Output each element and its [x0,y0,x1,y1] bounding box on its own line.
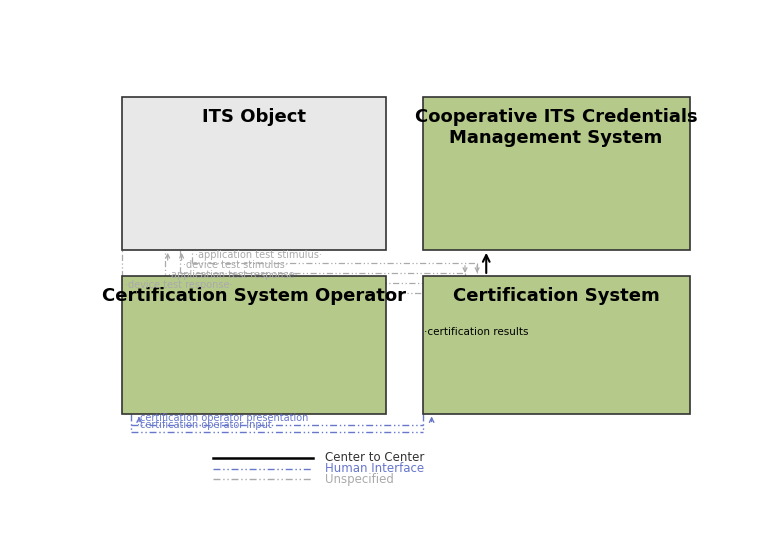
Text: Certification System: Certification System [453,287,659,305]
Text: Center to Center: Center to Center [326,452,425,465]
Text: ·application test stimulus·: ·application test stimulus· [195,250,322,260]
Text: ·device test stimulus·: ·device test stimulus· [183,260,287,270]
Text: ·certification operator presentation: ·certification operator presentation [137,413,309,423]
Text: ·device test response·: ·device test response· [125,280,233,290]
Text: Unspecified: Unspecified [326,473,395,486]
Text: ·certification operator input: ·certification operator input [137,420,272,430]
Bar [122,276,386,414]
Text: ITS Object: ITS Object [202,108,306,126]
Text: Certification System Operator: Certification System Operator [102,287,406,305]
Bar [423,97,690,250]
Text: ·certification results: ·certification results [424,327,529,337]
Text: ·application test response·: ·application test response· [168,270,298,280]
Bar [423,276,690,414]
Text: Human Interface: Human Interface [326,462,424,475]
Text: Cooperative ITS Credentials
Management System: Cooperative ITS Credentials Management S… [415,108,698,147]
Bar [122,97,386,250]
